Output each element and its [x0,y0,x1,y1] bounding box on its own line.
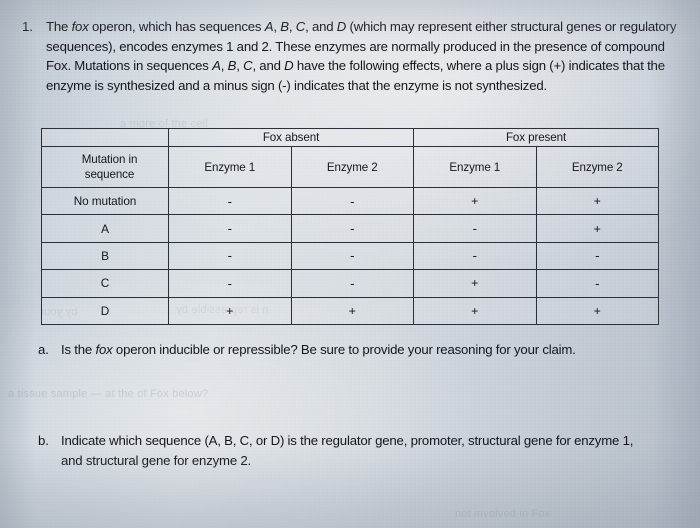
q1-seq-b: B [280,19,289,34]
q1-seq-a2: A [212,58,221,74]
header-group-fox-present: Fox present [413,128,660,147]
row-label: No mutation [41,186,169,216]
qa-segment: Is the [61,342,96,357]
q1-segment: operon, which has sequences [88,19,265,34]
q1-seq-d2: D [284,58,294,74]
row-label: C [41,269,169,298]
cell-value: - [168,214,292,243]
cell-value: - [413,241,537,271]
cell-value: - [168,241,292,271]
table-body: No mutation - - + + A - - - + B - - - - [41,186,660,325]
row-label: D [41,296,169,325]
q1-sep: , [220,58,228,74]
q1-segment: The [46,19,72,34]
cell-value: + [535,186,660,216]
cell-value: - [413,214,537,243]
cell-value: - [290,214,415,243]
q1-seq-a: A [264,19,274,34]
table-group-header-row: Fox absent Fox present [41,128,660,147]
header-blank-corner [41,128,169,147]
cell-value: + [413,269,537,298]
cell-value: + [290,296,415,325]
question-a-text: Is the fox operon inducible or repressib… [61,340,668,360]
header-fox-present-enzyme-1: Enzyme 1 [413,146,537,188]
q1-segment: (which may represent either structural g… [46,19,677,74]
cell-value: - [168,269,292,298]
effects-table: Fox absent Fox present Mutation in sequen… [41,128,660,325]
question-b-marker: b. [38,433,49,448]
q1-sep: , and [305,19,337,34]
cell-value: + [535,296,660,325]
cell-value: - [290,269,415,298]
question-a-marker: a. [38,342,49,357]
qa-operon-name: fox [95,342,113,357]
header-group-fox-absent: Fox absent [167,128,415,147]
table-row: No mutation - - + + [41,186,660,216]
q1-seq-c2: C [243,58,253,74]
q1-sep: , [288,19,296,34]
cell-value: - [290,186,415,216]
cell-value: - [168,186,292,216]
question-1-marker: 1. [22,19,33,34]
cell-value: + [413,296,537,325]
cell-value: + [535,214,660,243]
question-a: a. Is the fox operon inducible or repres… [38,340,668,360]
question-1: 1. The fox operon, which has sequences A… [22,17,678,95]
qa-segment: operon inducible or repressible? Be sure… [112,342,576,357]
q1-sep: , [273,19,281,34]
header-fox-absent-enzyme-2: Enzyme 2 [290,146,415,188]
q1-segment: have the following effects, where a plus… [46,58,665,93]
header-fox-absent-enzyme-1: Enzyme 1 [168,146,292,188]
header-mutation-line-2: sequence [84,168,135,181]
header-mutation-in-sequence: Mutation in sequence [41,146,169,188]
q1-sep: , and [252,58,285,74]
question-1-text: The fox operon, which has sequences A, B… [46,17,678,95]
header-mutation-line-1: Mutation in [81,152,138,166]
bleed-through-text: a tissue sample — at the of Fox below? [8,388,209,400]
cell-value: - [535,269,660,298]
q1-operon-name: fox [71,19,89,34]
cell-value: - [535,241,660,271]
q1-sep: , [236,58,244,74]
bleed-through-text: not involved in Fox [455,508,551,520]
table-head: Fox absent Fox present Mutation in sequen… [41,128,660,188]
table-row: A - - - + [41,214,660,243]
cell-value: - [290,241,415,271]
row-label: A [41,214,169,243]
cell-value: + [413,186,537,216]
q1-seq-b2: B [227,58,237,74]
header-fox-present-enzyme-2: Enzyme 2 [535,146,660,188]
q1-seq-c: C [295,19,306,34]
table-row: D + + + + [41,296,660,325]
question-b: b. Indicate which sequence (A, B, C, or … [38,431,658,470]
table-row: B - - - - [41,241,660,271]
cell-value: + [168,296,292,325]
q1-seq-d: D [336,19,347,34]
question-b-text: Indicate which sequence (A, B, C, or D) … [61,433,634,468]
table-row: C - - + - [41,269,660,298]
table-sub-header-row: Mutation in sequence Enzyme 1 Enzyme 2 En… [41,146,660,188]
row-label: B [41,241,169,271]
